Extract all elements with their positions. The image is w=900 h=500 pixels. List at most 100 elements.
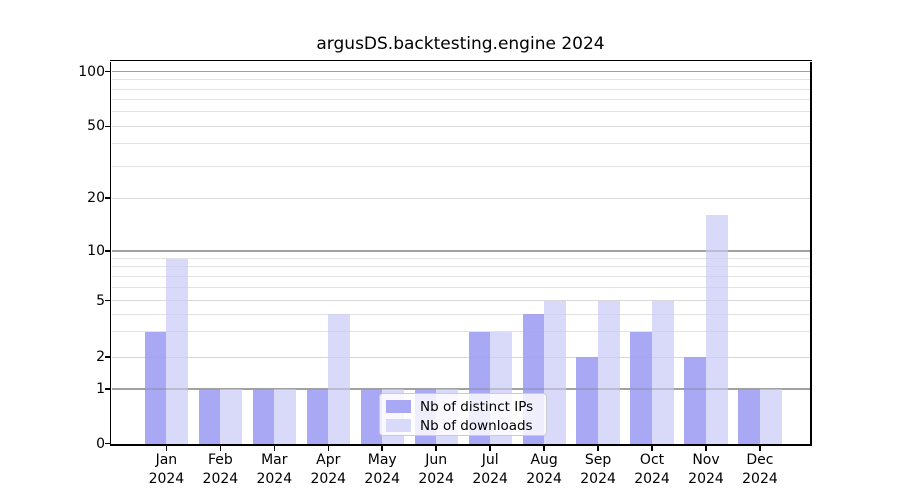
x-tickmark bbox=[651, 445, 653, 451]
left-spine bbox=[109, 61, 112, 446]
decade-gridline-overlay bbox=[111, 388, 810, 390]
y-tick-label: 20 bbox=[87, 190, 105, 206]
y-tickmark bbox=[104, 125, 110, 128]
legend-label: Nb of distinct IPs bbox=[420, 398, 534, 415]
minor-gridline-overlay bbox=[111, 165, 810, 167]
major-gridline bbox=[111, 300, 810, 301]
x-tickmark bbox=[219, 445, 222, 451]
x-tick-month: Mar bbox=[261, 452, 288, 468]
x-tick-month: Jul bbox=[481, 452, 499, 468]
bar-nb-of-distinct-ips-feb bbox=[198, 389, 221, 445]
x-tick-label: Dec 2024 bbox=[728, 451, 792, 488]
minor-gridline-overlay bbox=[111, 258, 810, 260]
decade-gridline-overlay bbox=[111, 250, 810, 252]
x-tick-month: Feb bbox=[207, 452, 233, 468]
decade-gridline bbox=[111, 388, 810, 390]
x-tick-year: 2024 bbox=[742, 470, 778, 487]
x-tick-year: 2024 bbox=[472, 470, 508, 487]
bar-nb-of-downloads-feb bbox=[220, 389, 242, 445]
decade-gridline bbox=[111, 70, 810, 73]
bar-nb-of-downloads-nov bbox=[706, 215, 728, 445]
x-tick-year: 2024 bbox=[364, 470, 401, 487]
minor-gridline-overlay bbox=[111, 266, 810, 268]
y-tick-label: 5 bbox=[96, 292, 105, 309]
x-tickmark bbox=[705, 445, 707, 451]
y-tickmark bbox=[104, 356, 110, 358]
x-tick-label: Feb 2024 bbox=[188, 451, 252, 488]
x-tick-year: 2024 bbox=[310, 470, 347, 487]
legend-row: Nb of distinct IPs bbox=[386, 398, 546, 415]
x-tick-label: Jun 2024 bbox=[404, 451, 468, 488]
minor-gridline bbox=[111, 79, 810, 81]
x-tickmark bbox=[543, 445, 545, 451]
x-tick-year: 2024 bbox=[634, 470, 670, 487]
major-gridline-overlay bbox=[111, 356, 810, 358]
x-tick-month: Nov bbox=[692, 452, 720, 468]
x-tick-month: Sep bbox=[584, 452, 612, 468]
bar-nb-of-distinct-ips-sep bbox=[576, 357, 599, 445]
minor-gridline bbox=[111, 266, 810, 268]
bar-nb-of-downloads-aug bbox=[544, 300, 566, 445]
x-tick-month: Dec bbox=[746, 452, 774, 468]
chart-title: argusDS.backtesting.engine 2024 bbox=[316, 34, 605, 54]
x-tickmark bbox=[381, 445, 383, 451]
minor-gridline-overlay bbox=[111, 286, 810, 288]
x-tick-year: 2024 bbox=[688, 470, 724, 487]
minor-gridline bbox=[111, 165, 810, 167]
x-tickmark bbox=[165, 445, 168, 451]
x-tick-label: Jul 2024 bbox=[458, 451, 522, 488]
legend: Nb of distinct IPs Nb of downloads bbox=[379, 393, 547, 436]
x-tick-label: Sep 2024 bbox=[566, 451, 630, 488]
bar-nb-of-downloads-mar bbox=[274, 389, 296, 445]
major-gridline-overlay bbox=[111, 197, 810, 199]
x-tickmark bbox=[327, 445, 330, 451]
x-tick-year: 2024 bbox=[526, 470, 562, 487]
x-tick-year: 2024 bbox=[202, 470, 239, 487]
minor-gridline bbox=[111, 88, 810, 90]
minor-gridline-overlay bbox=[111, 99, 810, 101]
minor-gridline bbox=[111, 275, 810, 277]
y-tickmark bbox=[104, 197, 110, 199]
x-tick-month: Oct bbox=[639, 452, 665, 468]
x-tick-label: Nov 2024 bbox=[674, 451, 738, 488]
bar-nb-of-distinct-ips-may bbox=[360, 389, 383, 445]
y-tickmark bbox=[104, 250, 110, 252]
minor-gridline-overlay bbox=[111, 88, 810, 90]
bar-nb-of-distinct-ips-jan bbox=[144, 331, 167, 445]
x-tickmark bbox=[597, 445, 599, 451]
bar-nb-of-downloads-oct bbox=[652, 300, 674, 445]
minor-gridline-overlay bbox=[111, 313, 810, 315]
legend-swatch-icon bbox=[386, 400, 411, 413]
bar-nb-of-distinct-ips-mar bbox=[252, 389, 275, 445]
decade-gridline bbox=[111, 250, 810, 252]
bar-nb-of-distinct-ips-dec bbox=[738, 389, 760, 445]
major-gridline-overlay bbox=[111, 125, 810, 127]
decade-gridline-overlay bbox=[111, 70, 810, 73]
x-tickmark bbox=[435, 445, 437, 451]
x-tick-month: May bbox=[367, 452, 397, 468]
bar-nb-of-downloads-dec bbox=[759, 389, 782, 445]
x-tick-year: 2024 bbox=[418, 470, 454, 487]
minor-gridline-overlay bbox=[111, 79, 810, 81]
x-tickmark bbox=[489, 445, 491, 451]
x-tick-month: Jan bbox=[155, 452, 178, 468]
x-tick-month: Apr bbox=[316, 452, 341, 468]
x-tick-label: Oct 2024 bbox=[620, 451, 684, 488]
bar-nb-of-distinct-ips-apr bbox=[306, 389, 329, 445]
legend-label: Nb of downloads bbox=[420, 417, 533, 434]
minor-gridline bbox=[111, 111, 810, 113]
minor-gridline-overlay bbox=[111, 275, 810, 277]
minor-gridline bbox=[111, 313, 810, 315]
minor-gridline-overlay bbox=[111, 111, 810, 113]
y-tick-label: 1 bbox=[96, 381, 105, 397]
minor-gridline-overlay bbox=[111, 143, 810, 145]
y-tick-label: 2 bbox=[96, 349, 105, 365]
major-gridline bbox=[111, 356, 810, 358]
bottom-spine bbox=[109, 444, 812, 446]
x-tick-label: Mar 2024 bbox=[242, 451, 306, 488]
y-tick-label: 100 bbox=[78, 63, 105, 80]
y-tick-label: 50 bbox=[87, 118, 105, 135]
y-tickmark bbox=[104, 299, 110, 302]
bar-nb-of-downloads-jan bbox=[166, 258, 188, 445]
